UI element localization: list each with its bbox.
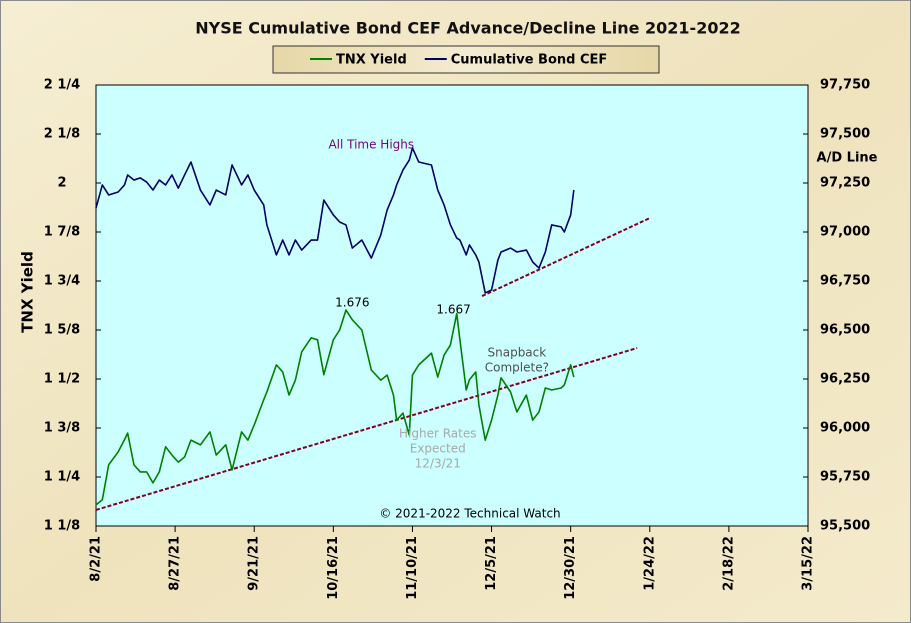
- y2-tick-label: 96,000: [820, 421, 870, 436]
- series-line: [95, 309, 575, 506]
- x-tick-label: 2/18/22: [721, 536, 736, 591]
- x-tick-label: 8/27/21: [168, 536, 183, 591]
- annotation: Expected: [410, 441, 466, 455]
- y-tick-label: 1 1/2: [44, 372, 80, 387]
- y2-tick-label: 97,500: [820, 127, 870, 142]
- y-tick-label: 1 5/8: [44, 323, 80, 338]
- annotation: 12/3/21: [415, 456, 461, 470]
- y-axis-label: TNX Yield: [19, 251, 37, 333]
- y-tick-label: 2 1/8: [44, 127, 80, 142]
- y-tick-label: 1 3/4: [44, 274, 80, 289]
- series-line: [95, 147, 575, 294]
- legend-label: TNX Yield: [336, 53, 407, 68]
- y2-tick-label: 97,000: [820, 225, 870, 240]
- x-tick-label: 3/15/22: [801, 536, 816, 591]
- plot-area: [95, 84, 809, 527]
- x-tick-label: 10/16/21: [326, 536, 341, 600]
- y-tick-label: 2 1/4: [44, 78, 80, 93]
- annotation: Higher Rates: [399, 426, 476, 440]
- annotation: Snapback: [488, 346, 547, 360]
- y2-tick-label: 95,500: [820, 519, 870, 534]
- legend-label: Cumulative Bond CEF: [451, 53, 608, 68]
- annotation: 1.676: [335, 295, 369, 309]
- x-tick-label: 11/10/21: [405, 536, 420, 600]
- y-tick-label: 1 3/8: [44, 421, 80, 436]
- x-tick-label: 12/30/21: [563, 536, 578, 600]
- y2-tick-label: 96,250: [820, 372, 870, 387]
- annotation: Complete?: [485, 361, 549, 375]
- y-tick-label: 1 1/4: [44, 470, 80, 485]
- x-tick-label: 12/5/21: [484, 536, 499, 591]
- legend-box: [272, 45, 660, 74]
- y2-tick-label: 96,750: [820, 274, 870, 289]
- x-tick-label: 8/2/21: [89, 536, 104, 582]
- annotation: 1.667: [436, 303, 470, 317]
- y2-tick-label: 96,500: [820, 323, 870, 338]
- trend-line: [95, 347, 638, 511]
- annotation: All Time Highs: [328, 137, 414, 151]
- trend-line: [481, 217, 651, 297]
- y-tick-label: 1 1/8: [44, 519, 80, 534]
- y-tick-label: 1 7/8: [44, 225, 80, 240]
- credit: © 2021-2022 Technical Watch: [379, 507, 560, 521]
- y2-axis-label: A/D Line: [817, 151, 878, 166]
- y-tick-label: 2: [57, 176, 66, 191]
- y2-tick-label: 97,750: [820, 78, 870, 93]
- x-tick-label: 9/21/21: [247, 536, 262, 591]
- x-tick-label: 1/24/22: [642, 536, 657, 591]
- chart-title: NYSE Cumulative Bond CEF Advance/Decline…: [195, 19, 740, 38]
- y2-tick-label: 95,750: [820, 470, 870, 485]
- y2-tick-label: 97,250: [820, 176, 870, 191]
